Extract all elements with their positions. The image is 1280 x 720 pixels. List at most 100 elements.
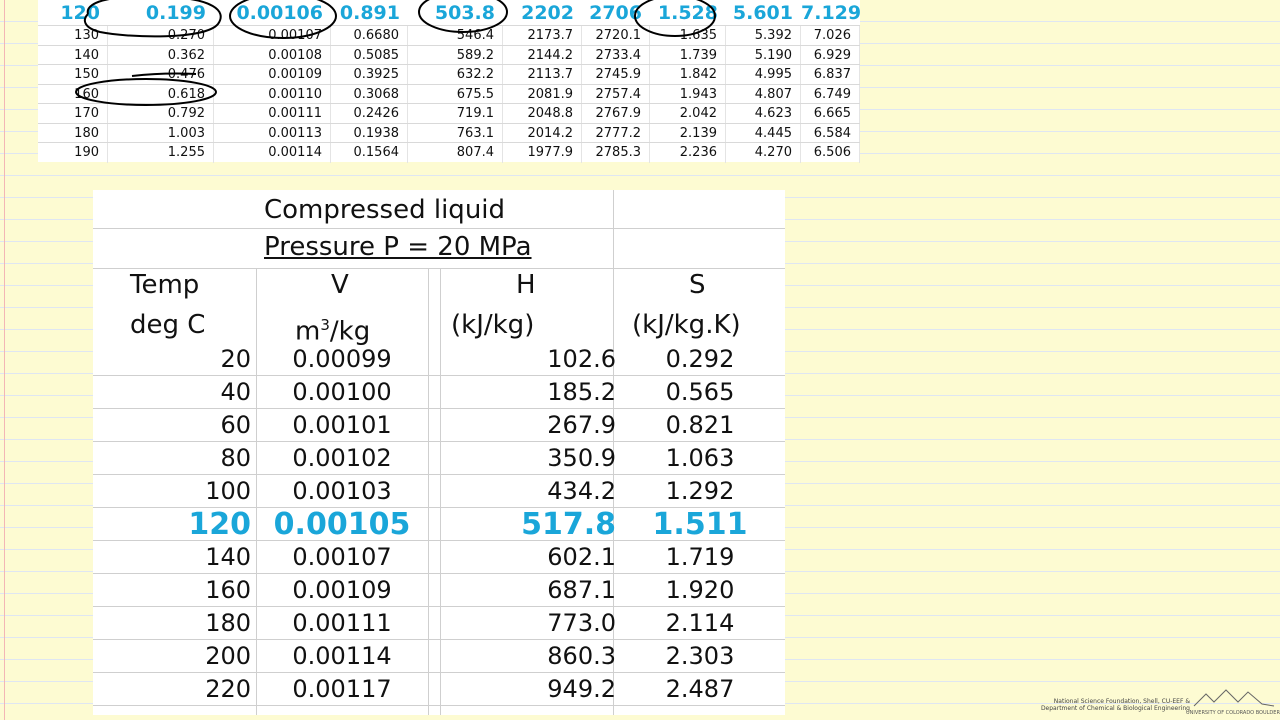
table-cell: 180	[205, 609, 251, 637]
table-cell: 0.891	[339, 2, 400, 24]
table-row-highlighted: 120 0.199 0.00106 0.891 503.8 2202 2706 …	[38, 0, 862, 25]
header-temp-unit: deg C	[130, 310, 206, 340]
header-temp: Temp	[130, 270, 200, 300]
table-cell: 170	[38, 104, 108, 124]
table-cell: 2757.4	[582, 84, 650, 104]
table-cell: 140	[38, 45, 108, 65]
table-cell: 190	[38, 143, 108, 163]
table-cell: 0.00107	[292, 543, 392, 571]
table-cell: 200	[205, 642, 251, 670]
table-cell: 350.9	[547, 444, 616, 472]
table-cell: 773.0	[547, 609, 616, 637]
row-divider	[93, 705, 785, 706]
table-cell: 5.392	[726, 26, 801, 46]
row-divider	[93, 474, 785, 475]
table-cell: 2014.2	[503, 123, 582, 143]
row-divider	[93, 228, 785, 229]
mountain-logo-icon	[1193, 689, 1275, 707]
table-cell: 1977.9	[503, 143, 582, 163]
table-cell: 120	[60, 2, 100, 24]
table-cell: 1.739	[650, 45, 726, 65]
table-cell: 40	[220, 378, 251, 406]
table-cell: 140	[205, 543, 251, 571]
table-cell: 0.00114	[292, 642, 392, 670]
table-cell: 220	[205, 675, 251, 703]
table-cell: 160	[205, 576, 251, 604]
header-enthalpy-unit: (kJ/kg)	[451, 310, 535, 340]
table-cell: 2745.9	[582, 65, 650, 85]
row-divider	[93, 639, 785, 640]
table-cell: 763.1	[408, 123, 503, 143]
table-cell: 2.114	[665, 609, 735, 637]
column-divider	[613, 190, 614, 715]
table-cell: 675.5	[408, 84, 503, 104]
table-cell: 2.139	[650, 123, 726, 143]
header-entropy: S	[689, 270, 706, 300]
credits-text: National Science Foundation, Shell, CU-E…	[1030, 698, 1190, 712]
table-cell: 4.445	[726, 123, 801, 143]
table-cell: 6.506	[801, 143, 860, 163]
header-volume: V	[331, 270, 349, 300]
table-cell: 434.2	[547, 477, 616, 505]
table-cell: 4.807	[726, 84, 801, 104]
table-cell: 2720.1	[582, 26, 650, 46]
table-cell: 0.00111	[292, 609, 392, 637]
table-cell: 517.8	[521, 507, 616, 542]
table-cell: 0.00103	[292, 477, 392, 505]
credits-line: Department of Chemical & Biological Engi…	[1040, 705, 1190, 712]
table-cell: 0.6680	[331, 26, 408, 46]
table-cell: 0.00109	[292, 576, 392, 604]
row-divider	[93, 507, 785, 508]
row-divider	[93, 672, 785, 673]
table-cell: 80	[220, 444, 251, 472]
table-cell: 589.2	[408, 45, 503, 65]
table-cell: 2706	[589, 2, 642, 24]
table-cell: 0.00111	[214, 104, 331, 124]
table-cell: 0.00105	[273, 507, 411, 542]
table-row: 170 0.792 0.00111 0.2426 719.1 2048.8 2767.9 2.…	[38, 103, 860, 124]
table-cell: 102.6	[547, 345, 616, 373]
table-cell: 1.255	[108, 143, 214, 163]
table-row: 140 0.362 0.00108 0.5085 589.2 2144.2 2733.4 1.…	[38, 44, 860, 65]
table-cell: 2733.4	[582, 45, 650, 65]
table-cell: 0.00114	[214, 143, 331, 163]
pressure-label: Pressure P = 20 MPa	[264, 232, 532, 262]
table-cell: 2.303	[665, 642, 735, 670]
table-cell: 0.00109	[214, 65, 331, 85]
table-cell: 2144.2	[503, 45, 582, 65]
table-cell: 2.236	[650, 143, 726, 163]
table-cell: 0.00106	[236, 2, 323, 24]
table-row: 190 1.255 0.00114 0.1564 807.4 1977.9 2785.3 2.…	[38, 142, 860, 163]
table-row: 150 0.476 0.00109 0.3925 632.2 2113.7 2745.9 1.…	[38, 64, 860, 85]
table-cell: 2785.3	[582, 143, 650, 163]
column-divider	[256, 268, 257, 715]
table-cell: 687.1	[547, 576, 616, 604]
table-cell: 1.003	[108, 123, 214, 143]
table-cell: 6.749	[801, 84, 860, 104]
row-divider	[93, 540, 785, 541]
table-cell: 0.00117	[292, 675, 392, 703]
table-cell: 2081.9	[503, 84, 582, 104]
table-cell: 1.920	[665, 576, 735, 604]
table-cell: 5.190	[726, 45, 801, 65]
table-cell: 0.00108	[214, 45, 331, 65]
table-cell: 632.2	[408, 65, 503, 85]
table-cell: 20	[220, 345, 251, 373]
table-cell: 7.129	[801, 2, 862, 24]
table-cell: 0.00107	[214, 26, 331, 46]
table-cell: 0.565	[665, 378, 735, 406]
table-cell: 0.00113	[214, 123, 331, 143]
table-cell: 1.635	[650, 26, 726, 46]
table-row: 130 0.270 0.00107 0.6680 546.4 2173.7 2720.1 1.…	[38, 25, 860, 46]
table-cell: 0.00102	[292, 444, 392, 472]
table-cell: 2173.7	[503, 26, 582, 46]
row-divider	[93, 375, 785, 376]
table-cell: 1.943	[650, 84, 726, 104]
header-volume-unit: m3/kg	[295, 316, 371, 347]
table-row: 160 0.618 0.00110 0.3068 675.5 2081.9 2757.4 1.…	[38, 83, 860, 104]
notebook-margin-line	[4, 0, 5, 720]
table-cell: 0.821	[665, 411, 735, 439]
table-cell: 2767.9	[582, 104, 650, 124]
table-cell: 0.270	[108, 26, 214, 46]
saturated-steam-table: 120 0.199 0.00106 0.891 503.8 2202 2706 …	[38, 0, 862, 163]
